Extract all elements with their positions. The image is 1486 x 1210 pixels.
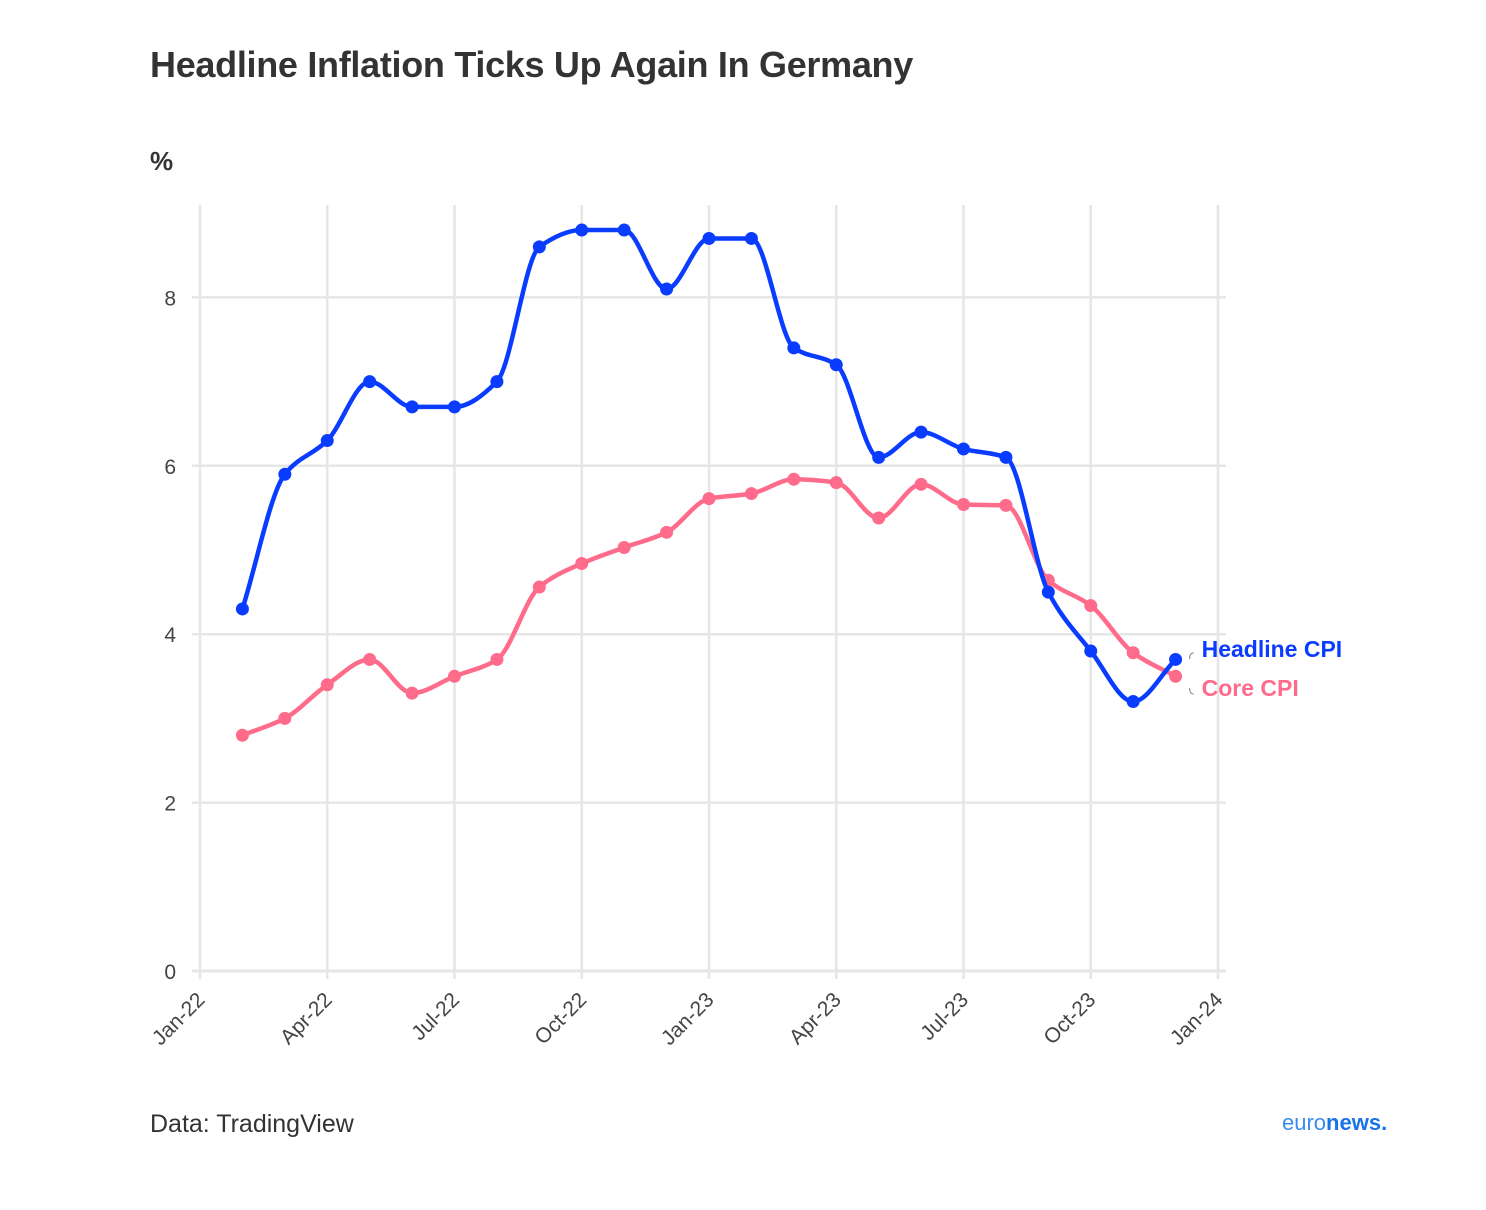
x-tick-label: Jan-23 [657, 988, 719, 1050]
data-point [405, 400, 419, 414]
x-tick-label: Jan-22 [148, 988, 210, 1050]
y-tick-label: 6 [164, 456, 176, 479]
data-point [532, 240, 546, 254]
euronews-logo: euronews. [1282, 1110, 1387, 1136]
data-point [872, 511, 886, 525]
data-point [490, 375, 504, 389]
grid-lines [192, 205, 1226, 979]
series-core-cpi [235, 472, 1183, 742]
data-point [405, 686, 419, 700]
series-lines [235, 223, 1183, 742]
data-point [363, 652, 377, 666]
data-point [490, 652, 504, 666]
series-label-headline-cpi: Headline CPI [1202, 636, 1343, 662]
data-point [1169, 669, 1183, 683]
data-point [744, 487, 758, 501]
y-tick-label: 4 [164, 624, 176, 647]
data-point [787, 472, 801, 486]
label-connector [1188, 687, 1194, 695]
series-headline-cpi [235, 223, 1183, 709]
x-tick-label: Apr-22 [276, 988, 337, 1049]
axis-ticks: 0 2 4 6 8 Jan-22 Apr-22 Jul-22 Oct-22 Jan-23 Apr-2… [148, 287, 1228, 1050]
data-point [1169, 652, 1183, 666]
data-point [744, 231, 758, 245]
data-point [448, 400, 461, 414]
x-tick-label: Oct-22 [530, 988, 591, 1049]
chart-title: Headline Inflation Ticks Up Again In Ger… [150, 44, 913, 85]
data-point [575, 223, 589, 237]
data-point [320, 434, 334, 448]
data-point [787, 341, 801, 355]
y-tick-label: 2 [164, 793, 176, 816]
data-point [1126, 695, 1140, 709]
data-point [660, 282, 674, 296]
x-tick-label: Jul-22 [407, 988, 464, 1045]
series-labels: Headline CPI Core CPI [1188, 636, 1343, 701]
data-point [235, 728, 249, 742]
data-point [1126, 646, 1140, 660]
data-point [999, 450, 1013, 464]
data-point [532, 580, 546, 594]
y-tick-label: 8 [164, 287, 176, 310]
x-tick-label: Jul-23 [916, 988, 973, 1045]
x-tick-label: Apr-23 [785, 988, 846, 1049]
data-point [448, 669, 461, 683]
data-point [702, 492, 716, 506]
x-tick-label: Jan-24 [1166, 988, 1228, 1050]
data-point [617, 540, 631, 554]
data-point [575, 556, 589, 570]
data-point [829, 358, 843, 372]
y-axis-unit-label: % [150, 146, 174, 176]
logo-part-euro: euro [1282, 1110, 1327, 1135]
data-point [999, 498, 1013, 512]
data-point [617, 223, 631, 237]
data-point [957, 442, 970, 456]
data-point [278, 711, 292, 725]
data-point [1041, 585, 1055, 599]
data-point [320, 678, 334, 692]
series-label-core-cpi: Core CPI [1202, 675, 1299, 701]
data-point [235, 602, 249, 616]
y-tick-label: 0 [164, 961, 176, 984]
data-point [872, 450, 886, 464]
x-tick-label: Oct-23 [1039, 988, 1100, 1049]
data-point [957, 498, 970, 512]
data-point [1084, 644, 1098, 658]
data-source-note: Data: TradingView [150, 1110, 354, 1138]
data-point [278, 467, 292, 481]
data-point [702, 231, 716, 245]
label-connector [1188, 652, 1194, 660]
data-point [914, 425, 928, 439]
data-point [829, 476, 843, 490]
data-point [1084, 599, 1098, 613]
data-point [914, 477, 928, 491]
data-point [363, 375, 377, 389]
data-point [660, 525, 674, 539]
logo-part-news: news. [1326, 1110, 1388, 1135]
